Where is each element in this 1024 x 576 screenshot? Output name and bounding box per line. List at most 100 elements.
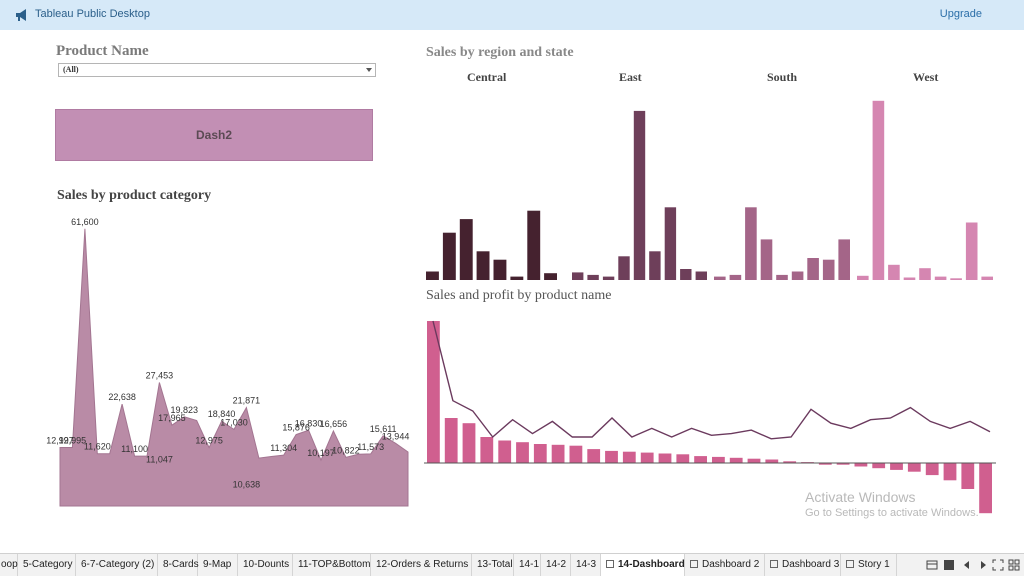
activate-windows-watermark: Activate Windows Go to Settings to activ… bbox=[805, 489, 979, 519]
fullscreen-icon[interactable] bbox=[992, 559, 1004, 571]
region-bar-south bbox=[791, 271, 804, 280]
tab-label: 5-Category bbox=[23, 559, 73, 570]
tab-oop[interactable]: oop bbox=[0, 554, 18, 576]
chevron-down-icon[interactable] bbox=[366, 68, 372, 72]
category-data-label: 18,840 bbox=[208, 409, 236, 419]
category-data-label: 11,100 bbox=[121, 444, 148, 454]
region-bar-central bbox=[442, 232, 456, 280]
sales-bar bbox=[961, 463, 975, 489]
tab-label: Dashboard 3 bbox=[782, 559, 840, 570]
sales-bar bbox=[907, 463, 921, 472]
story-icon bbox=[846, 560, 854, 568]
region-bar-west bbox=[857, 275, 869, 280]
category-chart-title: Sales by product category bbox=[57, 188, 212, 203]
tab-label: 14-Dashboard bbox=[618, 559, 685, 570]
tab-13-total[interactable]: 13-Total bbox=[472, 554, 514, 576]
profit-line bbox=[432, 320, 991, 440]
region-bar-west bbox=[888, 264, 900, 280]
product-name-filter[interactable]: (All) bbox=[58, 63, 376, 77]
category-data-label: 17,965 bbox=[158, 413, 186, 423]
category-data-label: 16,656 bbox=[320, 419, 348, 429]
tile-view-icon[interactable] bbox=[1008, 559, 1020, 571]
scroll-left-icon[interactable] bbox=[961, 559, 973, 571]
region-bar-west bbox=[950, 278, 962, 280]
tab-dashboard-3[interactable]: Dashboard 3 bbox=[765, 554, 841, 576]
tab-label: 14-2 bbox=[546, 559, 567, 570]
tab-14-3[interactable]: 14-3 bbox=[571, 554, 601, 576]
tab-5-category[interactable]: 5-Category bbox=[18, 554, 76, 576]
tab-11-top-bottom[interactable]: 11-TOP&Bottom bbox=[293, 554, 371, 576]
sales-bar bbox=[427, 321, 440, 463]
dashboard-icon bbox=[690, 560, 698, 568]
region-bar-south bbox=[745, 207, 757, 280]
tab-14-2[interactable]: 14-2 bbox=[541, 554, 571, 576]
region-label-east: East bbox=[619, 70, 642, 84]
tab-label: 14-3 bbox=[576, 559, 597, 570]
region-chart-title: Sales by region and state bbox=[426, 45, 574, 60]
sales-bar bbox=[925, 463, 939, 476]
category-data-label: 10,822 bbox=[332, 445, 360, 455]
sales-bar bbox=[498, 440, 512, 463]
region-bar-central bbox=[527, 210, 541, 280]
category-area bbox=[59, 228, 409, 507]
region-bar-west bbox=[934, 276, 947, 280]
region-bar-east bbox=[664, 207, 677, 280]
dashboard-icon bbox=[770, 560, 778, 568]
app-title: Tableau Public Desktop bbox=[35, 8, 150, 20]
region-bar-south bbox=[838, 239, 850, 280]
sales-bar bbox=[783, 461, 797, 463]
category-data-label: 15,876 bbox=[282, 423, 310, 433]
tab-14-1[interactable]: 14-1 bbox=[514, 554, 541, 576]
region-bar-central bbox=[510, 276, 524, 280]
sales-bar bbox=[605, 450, 618, 463]
sales-bar bbox=[622, 451, 636, 463]
dash2-button[interactable]: Dash2 bbox=[55, 109, 373, 161]
sales-bar bbox=[854, 463, 868, 467]
category-data-label: 12,995 bbox=[59, 436, 87, 446]
category-data-label: 11,573 bbox=[357, 442, 384, 452]
region-bar-east bbox=[633, 110, 646, 281]
filter-title: Product Name bbox=[56, 43, 149, 59]
tab-10-dounts[interactable]: 10-Dounts bbox=[238, 554, 293, 576]
filmstrip-view-icon[interactable] bbox=[943, 559, 955, 571]
region-label-west: West bbox=[913, 70, 939, 84]
region-bar-east bbox=[572, 272, 584, 280]
category-data-label: 17,030 bbox=[220, 417, 248, 427]
tab-label: Story 1 bbox=[858, 559, 890, 570]
tab-story-1[interactable]: Story 1 bbox=[841, 554, 897, 576]
sales-bar bbox=[516, 442, 529, 463]
region-bar-central bbox=[426, 271, 439, 280]
film-strip-icon[interactable] bbox=[926, 559, 938, 571]
region-bar-west bbox=[872, 100, 885, 280]
sales-bar bbox=[462, 423, 476, 463]
scroll-right-icon[interactable] bbox=[977, 559, 989, 571]
sales-bar bbox=[640, 452, 654, 463]
region-bar-east bbox=[680, 269, 692, 280]
category-data-label: 21,871 bbox=[233, 396, 261, 406]
category-data-label: 10,197 bbox=[307, 448, 335, 458]
upgrade-link[interactable]: Upgrade bbox=[939, 8, 982, 20]
sales-bar bbox=[765, 459, 779, 463]
category-data-label: 22,638 bbox=[108, 392, 136, 402]
watermark-line2: Go to Settings to activate Windows. bbox=[805, 507, 979, 519]
tab-12-orders-returns[interactable]: 12-Orders & Returns bbox=[371, 554, 472, 576]
sales-bar bbox=[872, 463, 886, 469]
category-data-label: 15,611 bbox=[370, 424, 397, 434]
sales-profit-chart-title: Sales and profit by product name bbox=[426, 288, 612, 303]
region-label-central: Central bbox=[467, 70, 507, 84]
tab-8-cards[interactable]: 8-Cards bbox=[158, 554, 199, 576]
tab-label: 14-1 bbox=[519, 559, 540, 570]
watermark-line1: Activate Windows bbox=[805, 489, 916, 505]
sales-bar bbox=[943, 463, 957, 481]
tab-6-7-category-2-[interactable]: 6-7-Category (2) bbox=[76, 554, 158, 576]
title-bar: Tableau Public Desktop Upgrade bbox=[0, 0, 1024, 30]
tab-9-map[interactable]: 9-Map bbox=[198, 554, 238, 576]
category-data-label: 11,304 bbox=[270, 443, 297, 453]
tab-14-dashboard[interactable]: 14-Dashboard bbox=[601, 554, 685, 576]
tab-dashboard-2[interactable]: Dashboard 2 bbox=[685, 554, 765, 576]
region-bar-south bbox=[714, 276, 726, 280]
sales-bar bbox=[658, 453, 672, 463]
region-bar-central bbox=[493, 259, 507, 280]
filter-selected-value: (All) bbox=[63, 65, 79, 74]
